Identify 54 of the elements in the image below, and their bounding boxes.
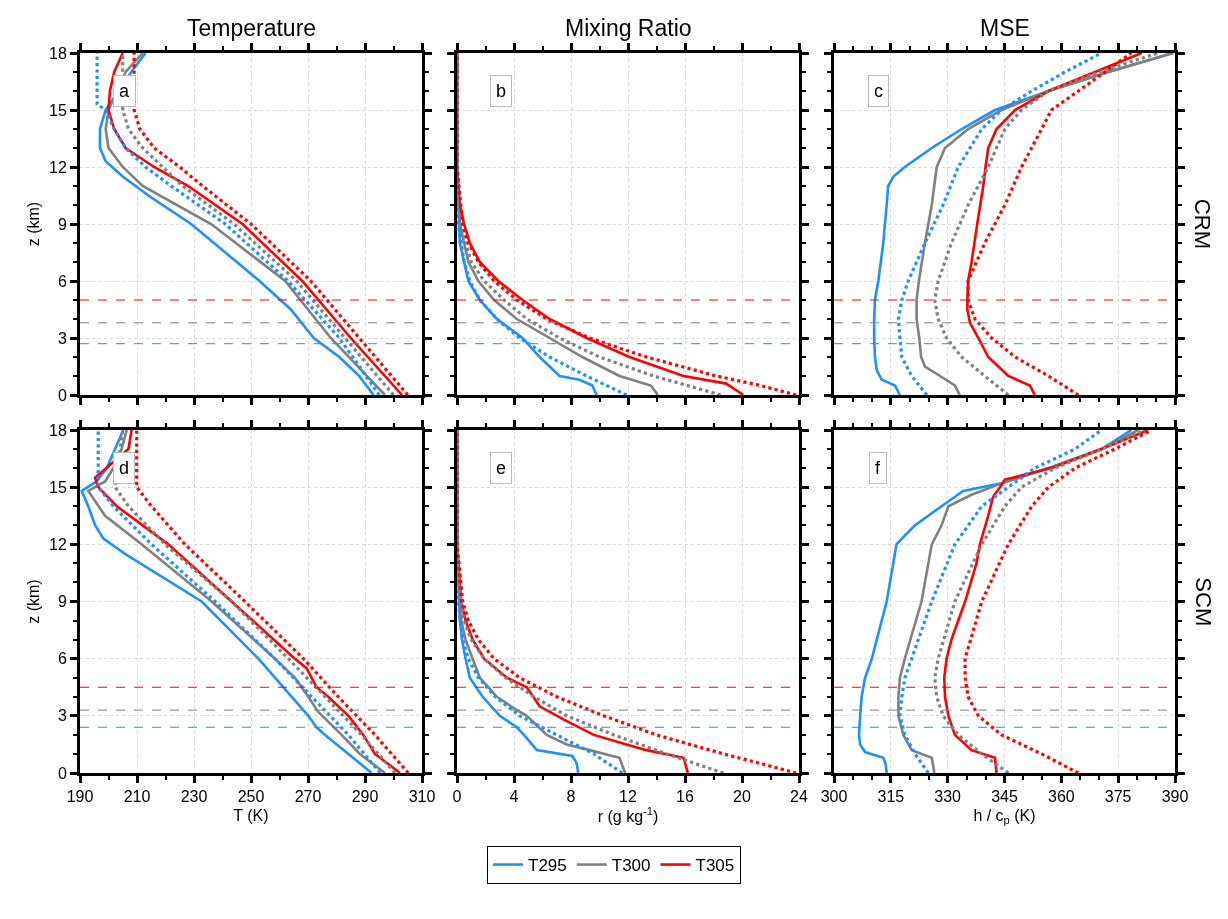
x-tick-label: 375 [1104, 788, 1132, 806]
legend-label: T295 [528, 856, 567, 876]
x-tick-label: 290 [351, 788, 379, 806]
text: SCM [1190, 577, 1216, 627]
x-tick-label: 12 [619, 788, 637, 806]
chart-title: Temperature [187, 15, 317, 41]
annotation: f [875, 458, 881, 478]
legend-label: T305 [695, 856, 735, 876]
x-tick-label: 270 [294, 788, 322, 806]
y-tick-label: 12 [49, 535, 67, 553]
x-axis-title: T (K) [233, 806, 269, 824]
annotation: e [496, 458, 507, 478]
y-tick-label: 9 [57, 593, 67, 611]
x-tick-label: 210 [123, 788, 151, 806]
x-tick-label: 4 [509, 788, 519, 806]
x-tick-label: 345 [991, 788, 1018, 806]
x-tick-label: 8 [566, 788, 576, 806]
y-tick-label: 3 [57, 329, 67, 347]
chart-title: MSE [980, 15, 1030, 41]
x-tick-label: 16 [676, 788, 694, 806]
x-tick-label: 360 [1047, 788, 1075, 806]
x-tick-label: 300 [820, 788, 848, 806]
x-axis-title: h / c$_{p}$ (K) [973, 806, 1036, 827]
y-tick-label: 0 [57, 764, 67, 782]
y-tick-label: 18 [49, 44, 67, 62]
x-tick-label: 310 [408, 788, 436, 806]
y-tick-label: 0 [57, 386, 67, 404]
x-tick-label: 190 [66, 788, 94, 806]
legend-label: T300 [611, 856, 651, 876]
y-tick-label: 6 [57, 650, 67, 668]
y-tick-label: 6 [57, 272, 67, 290]
x-tick-label: 24 [790, 788, 808, 806]
annotation: a [119, 81, 130, 101]
y-tick-label: 15 [49, 478, 67, 496]
x-tick-label: 230 [180, 788, 208, 806]
y-tick-label: 12 [49, 158, 67, 176]
x-tick-label: 390 [1161, 788, 1189, 806]
y-axis-title: z (km) [24, 579, 42, 624]
y-tick-label: 9 [57, 215, 67, 233]
chart-title: Mixing Ratio [565, 15, 692, 41]
x-tick-label: 315 [877, 788, 905, 806]
y-tick-label: 18 [49, 421, 67, 439]
x-tick-label: 250 [237, 788, 265, 806]
x-tick-label: 330 [934, 788, 962, 806]
annotation: c [874, 81, 883, 101]
annotation: d [119, 458, 130, 478]
y-tick-label: 15 [49, 101, 67, 119]
y-axis-title: z (km) [24, 201, 42, 247]
x-axis-title: r (g kg$^{-1}$) [597, 805, 659, 825]
annotation: b [496, 81, 507, 101]
x-tick-label: 20 [733, 788, 751, 806]
text: CRM [1190, 198, 1216, 249]
y-tick-label: 3 [57, 707, 67, 725]
x-tick-label: 0 [452, 788, 462, 806]
